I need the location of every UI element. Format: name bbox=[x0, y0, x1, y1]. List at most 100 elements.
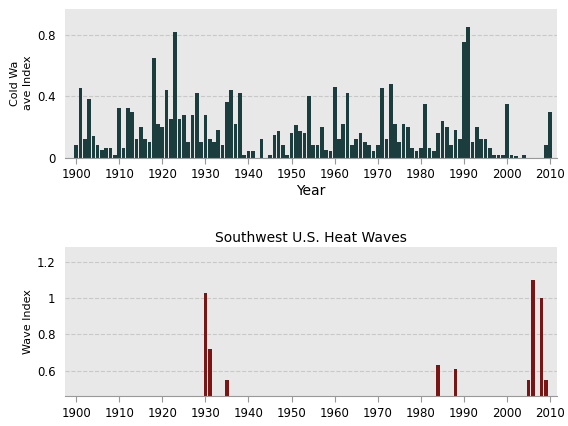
Bar bbox=[341, 124, 345, 158]
Bar bbox=[506, 104, 509, 158]
Bar bbox=[544, 380, 548, 396]
Bar bbox=[367, 145, 371, 158]
Bar bbox=[432, 152, 436, 158]
Bar bbox=[359, 133, 362, 158]
Bar bbox=[229, 90, 233, 158]
Bar bbox=[453, 369, 457, 396]
Bar bbox=[531, 280, 534, 396]
Bar bbox=[337, 139, 341, 158]
Bar bbox=[436, 133, 440, 158]
Bar bbox=[160, 127, 164, 158]
Bar bbox=[449, 145, 453, 158]
Bar bbox=[471, 142, 474, 158]
Bar bbox=[233, 124, 237, 158]
Bar bbox=[419, 148, 423, 158]
Bar bbox=[130, 112, 134, 158]
Bar bbox=[208, 139, 211, 158]
Bar bbox=[298, 132, 302, 158]
Bar bbox=[221, 145, 224, 158]
Y-axis label: Cold Wa
ave Index: Cold Wa ave Index bbox=[10, 56, 33, 110]
Bar bbox=[165, 90, 169, 158]
Bar bbox=[496, 155, 500, 158]
Bar bbox=[273, 135, 276, 158]
Title: Southwest U.S. Heat Waves: Southwest U.S. Heat Waves bbox=[215, 230, 407, 245]
Bar bbox=[182, 115, 186, 158]
Bar bbox=[466, 27, 470, 158]
Bar bbox=[406, 127, 410, 158]
Bar bbox=[307, 96, 311, 158]
Bar bbox=[135, 139, 138, 158]
Bar bbox=[428, 148, 431, 158]
Bar bbox=[311, 145, 315, 158]
Bar bbox=[484, 139, 487, 158]
Bar bbox=[191, 115, 194, 158]
Bar bbox=[100, 150, 104, 158]
Bar bbox=[148, 142, 151, 158]
Bar bbox=[492, 155, 496, 158]
Bar bbox=[453, 130, 457, 158]
Bar bbox=[208, 349, 211, 396]
Bar bbox=[415, 152, 419, 158]
Bar bbox=[290, 133, 294, 158]
Bar bbox=[548, 112, 552, 158]
Bar bbox=[316, 145, 319, 158]
Bar bbox=[156, 124, 160, 158]
Bar bbox=[169, 119, 173, 158]
Bar bbox=[328, 152, 332, 158]
Bar bbox=[363, 142, 367, 158]
Bar bbox=[441, 121, 444, 158]
Bar bbox=[527, 380, 531, 396]
Bar bbox=[376, 145, 379, 158]
Bar bbox=[350, 145, 354, 158]
Bar bbox=[389, 84, 392, 158]
Bar bbox=[398, 142, 401, 158]
Bar bbox=[523, 155, 526, 158]
Bar bbox=[91, 136, 95, 158]
Bar bbox=[108, 148, 112, 158]
Bar bbox=[186, 142, 190, 158]
Bar bbox=[243, 155, 246, 158]
Bar bbox=[333, 87, 336, 158]
Y-axis label: Wave Index: Wave Index bbox=[23, 289, 33, 354]
Bar bbox=[445, 127, 449, 158]
Bar bbox=[83, 139, 86, 158]
Bar bbox=[475, 127, 479, 158]
Bar bbox=[178, 119, 181, 158]
Bar bbox=[105, 148, 108, 158]
Bar bbox=[479, 139, 483, 158]
Bar bbox=[74, 145, 78, 158]
Bar bbox=[78, 89, 82, 158]
Bar bbox=[380, 89, 384, 158]
Bar bbox=[212, 142, 216, 158]
Bar bbox=[152, 58, 156, 158]
Bar bbox=[277, 132, 281, 158]
Bar bbox=[122, 148, 126, 158]
Bar bbox=[173, 32, 177, 158]
Bar bbox=[385, 139, 389, 158]
Bar bbox=[118, 109, 121, 158]
Bar bbox=[87, 99, 91, 158]
Bar bbox=[260, 139, 263, 158]
Bar bbox=[139, 127, 143, 158]
Bar bbox=[225, 380, 229, 396]
Bar bbox=[238, 93, 242, 158]
Bar bbox=[113, 155, 116, 158]
Bar bbox=[143, 139, 147, 158]
Bar bbox=[199, 142, 203, 158]
Bar bbox=[203, 115, 207, 158]
Bar bbox=[411, 148, 414, 158]
Bar bbox=[126, 109, 130, 158]
Bar bbox=[393, 124, 397, 158]
X-axis label: Year: Year bbox=[296, 184, 325, 198]
Bar bbox=[462, 42, 466, 158]
Bar bbox=[286, 155, 289, 158]
Bar bbox=[216, 130, 220, 158]
Bar bbox=[268, 155, 272, 158]
Bar bbox=[303, 133, 306, 158]
Bar bbox=[371, 152, 375, 158]
Bar bbox=[203, 293, 207, 396]
Bar bbox=[488, 148, 492, 158]
Bar bbox=[225, 102, 229, 158]
Bar bbox=[436, 365, 440, 396]
Bar bbox=[320, 127, 324, 158]
